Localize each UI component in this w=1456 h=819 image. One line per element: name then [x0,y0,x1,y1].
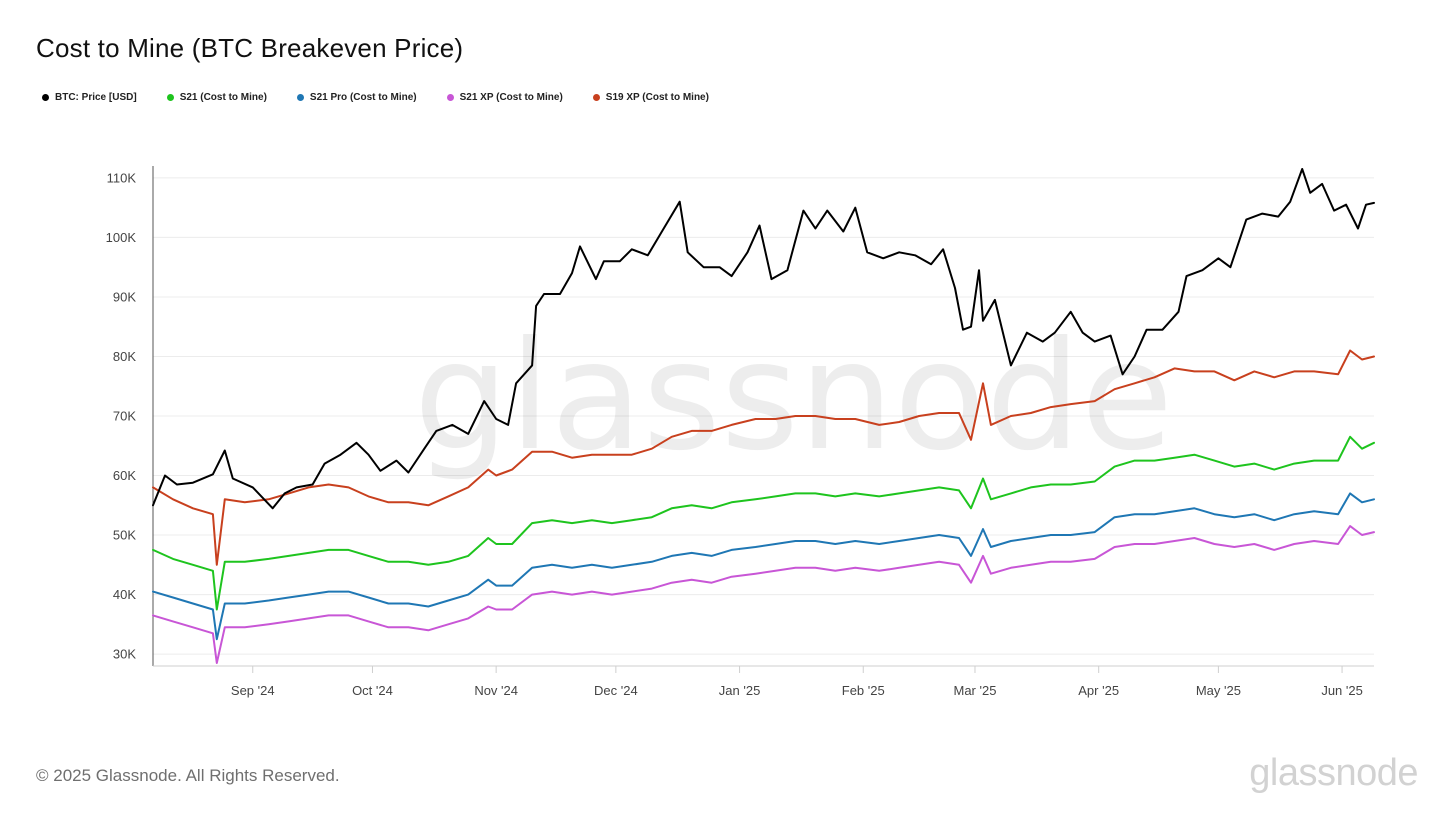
y-tick-label: 40K [113,587,136,602]
y-axis: 30K 40K 50K 60K 70K 80K 90K 100K 110K [106,170,137,661]
series-line-s21 [152,435,1375,611]
legend-item-s21-xp[interactable]: S21 XP (Cost to Mine) [446,92,563,103]
series-line-s21-xp [152,525,1375,664]
legend-item-s21-pro[interactable]: S21 Pro (Cost to Mine) [296,92,417,103]
legend-label-s21-xp: S21 XP (Cost to Mine) [459,92,563,103]
legend-label-s21-pro: S21 Pro (Cost to Mine) [309,92,417,103]
x-tick-label: Feb '25 [842,683,885,698]
copyright-footer: © 2025 Glassnode. All Rights Reserved. [36,766,340,785]
y-tick-label: 100K [106,230,137,245]
legend-item-s19-xp[interactable]: S19 XP (Cost to Mine) [592,92,709,103]
legend-label-s21: S21 (Cost to Mine) [179,92,267,103]
y-tick-label: 110K [107,170,137,185]
legend: BTC: Price [USD] S21 (Cost to Mine) S21 … [42,92,709,103]
legend-label-btc-price: BTC: Price [USD] [55,92,137,103]
series-lines [152,168,1375,664]
x-tick-label: May '25 [1196,683,1241,698]
grid [153,177,1374,655]
x-tick-label: Apr '25 [1078,683,1119,698]
x-axis: Sep '24 Oct '24 Nov '24 Dec '24 Jan '25 Feb '… [231,666,1363,698]
y-tick-label: 80K [113,349,136,364]
x-tick-label: Mar '25 [954,683,997,698]
legend-item-btc-price[interactable]: BTC: Price [USD] [42,92,137,103]
series-line-s19-xp [152,349,1375,566]
y-tick-label: 50K [113,528,136,543]
legend-marker-s19-xp [592,94,600,101]
brand-logo: glassnode [1249,752,1418,794]
legend-marker-btc-price [42,94,49,101]
axes [152,166,1374,667]
legend-item-s21[interactable]: S21 (Cost to Mine) [166,92,267,103]
legend-marker-s21 [166,94,174,101]
y-tick-label: 60K [113,468,136,483]
x-tick-label: Dec '24 [594,683,638,698]
y-tick-label: 70K [113,409,136,424]
x-tick-label: Oct '24 [352,683,393,698]
series-line-btc-price [152,168,1375,510]
y-tick-label: 30K [113,647,136,662]
x-tick-label: Jun '25 [1321,683,1363,698]
chart-title: Cost to Mine (BTC Breakeven Price) [36,33,464,63]
y-tick-label: 90K [113,289,136,304]
x-tick-label: Nov '24 [474,683,518,698]
series-line-s21-pro [152,492,1375,641]
legend-marker-s21-pro [296,94,304,101]
chart-watermark: glassnode [414,310,1173,484]
legend-label-s19-xp: S19 XP (Cost to Mine) [605,92,709,103]
x-tick-label: Sep '24 [231,683,275,698]
x-tick-label: Jan '25 [719,683,761,698]
legend-marker-s21-xp [446,94,454,101]
